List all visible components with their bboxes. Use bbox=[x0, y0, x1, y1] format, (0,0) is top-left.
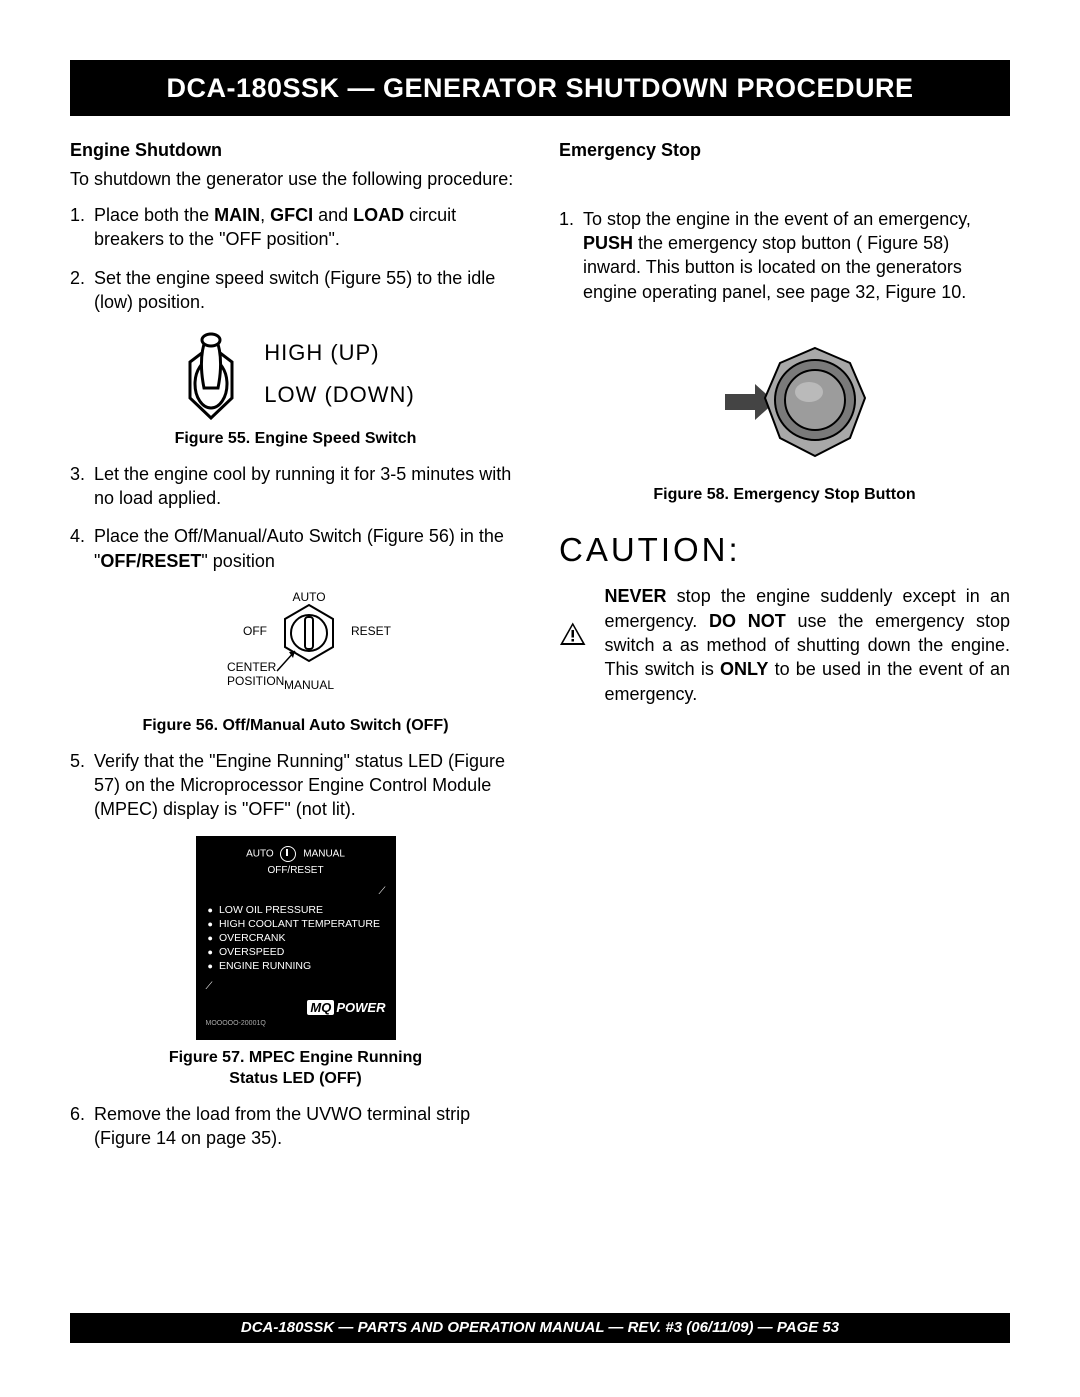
step1-text-pre: Place both the bbox=[94, 205, 214, 225]
right-column: Emergency Stop To stop the engine in the… bbox=[559, 138, 1010, 1164]
figure-56-caption: Figure 56. Off/Manual Auto Switch (OFF) bbox=[70, 715, 521, 737]
caution-text: NEVER stop the engine suddenly except in… bbox=[604, 584, 1010, 705]
fig57-cap-line1: Figure 57. MPEC Engine Running bbox=[70, 1048, 521, 1069]
shutdown-steps-list-cont2: Verify that the "Engine Running" status … bbox=[70, 749, 521, 822]
figure-55: HIGH (UP) LOW (DOWN) bbox=[70, 328, 521, 420]
step-5: Verify that the "Engine Running" status … bbox=[94, 749, 521, 822]
step1-sep2: and bbox=[313, 205, 353, 225]
step-1: Place both the MAIN, GFCI and LOAD circu… bbox=[94, 203, 521, 252]
step-4: Place the Off/Manual/Auto Switch (Figure… bbox=[94, 524, 521, 573]
footer-bar: DCA-180SSK — PARTS AND OPERATION MANUAL … bbox=[70, 1313, 1010, 1343]
fig56-center-label: CENTER bbox=[227, 660, 277, 674]
mpec-model-code: MOOOOO-20001Q bbox=[206, 1019, 386, 1028]
figure-56: AUTO OFF RESET CENTER POSITION MANUAL bbox=[70, 589, 521, 705]
left-column: Engine Shutdown To shutdown the generato… bbox=[70, 138, 521, 1164]
shutdown-steps-list-cont3: Remove the load from the UVWO terminal s… bbox=[70, 1102, 521, 1151]
mpec-led-coolant: HIGH COOLANT TEMPERATURE bbox=[208, 917, 386, 931]
step1-sep1: , bbox=[260, 205, 270, 225]
step-6: Remove the load from the UVWO terminal s… bbox=[94, 1102, 521, 1151]
emergency-steps-list: To stop the engine in the event of an em… bbox=[559, 207, 1010, 304]
figure-58 bbox=[559, 338, 1010, 474]
caution-donot: DO NOT bbox=[709, 611, 786, 631]
step1-load: LOAD bbox=[353, 205, 404, 225]
step4-bold: OFF/RESET bbox=[100, 551, 201, 571]
shutdown-steps-list-cont1: Let the engine cool by running it for 3-… bbox=[70, 462, 521, 573]
step1-main: MAIN bbox=[214, 205, 260, 225]
caution-heading: CAUTION: bbox=[559, 528, 1010, 573]
step-2: Set the engine speed switch (Figure 55) … bbox=[94, 266, 521, 315]
fig56-manual-label: MANUAL bbox=[283, 678, 333, 692]
shutdown-steps-list: Place both the MAIN, GFCI and LOAD circu… bbox=[70, 203, 521, 314]
estep1-push: PUSH bbox=[583, 233, 633, 253]
figure-57-mpec-panel: AUTO MANUAL OFF/RESET ⟋ LOW OIL PRESSURE… bbox=[196, 836, 396, 1040]
step4-post: " position bbox=[201, 551, 274, 571]
switch-low-label: LOW (DOWN) bbox=[264, 374, 415, 416]
caution-never: NEVER bbox=[604, 586, 666, 606]
mpec-manual-label: MANUAL bbox=[303, 848, 345, 859]
fig56-reset-label: RESET bbox=[351, 624, 392, 638]
figure-57-caption: Figure 57. MPEC Engine Running Status LE… bbox=[70, 1048, 521, 1090]
mpec-offreset-label: OFF/RESET bbox=[206, 864, 386, 878]
rotary-switch-icon: AUTO OFF RESET CENTER POSITION MANUAL bbox=[181, 589, 411, 699]
figure-58-caption: Figure 58. Emergency Stop Button bbox=[559, 484, 1010, 506]
two-column-layout: Engine Shutdown To shutdown the generato… bbox=[70, 138, 1010, 1164]
mpec-power-logo: MQPOWER bbox=[206, 999, 386, 1017]
mpec-led-overspeed: OVERSPEED bbox=[208, 945, 386, 959]
engine-shutdown-heading: Engine Shutdown bbox=[70, 138, 521, 162]
fig56-auto-label: AUTO bbox=[292, 590, 325, 604]
step1-gfci: GFCI bbox=[270, 205, 313, 225]
mpec-led-list: LOW OIL PRESSURE HIGH COOLANT TEMPERATUR… bbox=[208, 903, 386, 974]
switch-high-label: HIGH (UP) bbox=[264, 332, 415, 374]
step-3: Let the engine cool by running it for 3-… bbox=[94, 462, 521, 511]
fig57-cap-line2: Status LED (OFF) bbox=[70, 1069, 521, 1090]
emergency-step-1: To stop the engine in the event of an em… bbox=[583, 207, 1010, 304]
emergency-stop-button-icon bbox=[685, 338, 885, 468]
mpec-led-low-oil: LOW OIL PRESSURE bbox=[208, 903, 386, 917]
mpec-auto-label: AUTO bbox=[246, 848, 274, 859]
fig56-off-label: OFF bbox=[243, 624, 267, 638]
caution-block: NEVER stop the engine suddenly except in… bbox=[559, 584, 1010, 705]
figure-55-caption: Figure 55. Engine Speed Switch bbox=[70, 428, 521, 450]
page-title-bar: DCA-180SSK — GENERATOR SHUTDOWN PROCEDUR… bbox=[70, 60, 1010, 116]
toggle-switch-icon bbox=[176, 328, 246, 420]
mpec-top-row: AUTO MANUAL bbox=[206, 846, 386, 862]
engine-shutdown-lead: To shutdown the generator use the follow… bbox=[70, 167, 521, 191]
fig56-position-label: POSITION bbox=[227, 674, 284, 688]
caution-only: ONLY bbox=[720, 659, 768, 679]
switch-labels: HIGH (UP) LOW (DOWN) bbox=[264, 332, 415, 416]
warning-triangle-icon bbox=[559, 584, 586, 684]
mpec-led-engine-running: ENGINE RUNNING bbox=[208, 959, 386, 973]
estep1-post: the emergency stop button ( Figure 58) i… bbox=[583, 233, 966, 302]
estep1-pre: To stop the engine in the event of an em… bbox=[583, 209, 971, 229]
mpec-led-overcrank: OVERCRANK bbox=[208, 931, 386, 945]
emergency-stop-heading: Emergency Stop bbox=[559, 138, 1010, 162]
